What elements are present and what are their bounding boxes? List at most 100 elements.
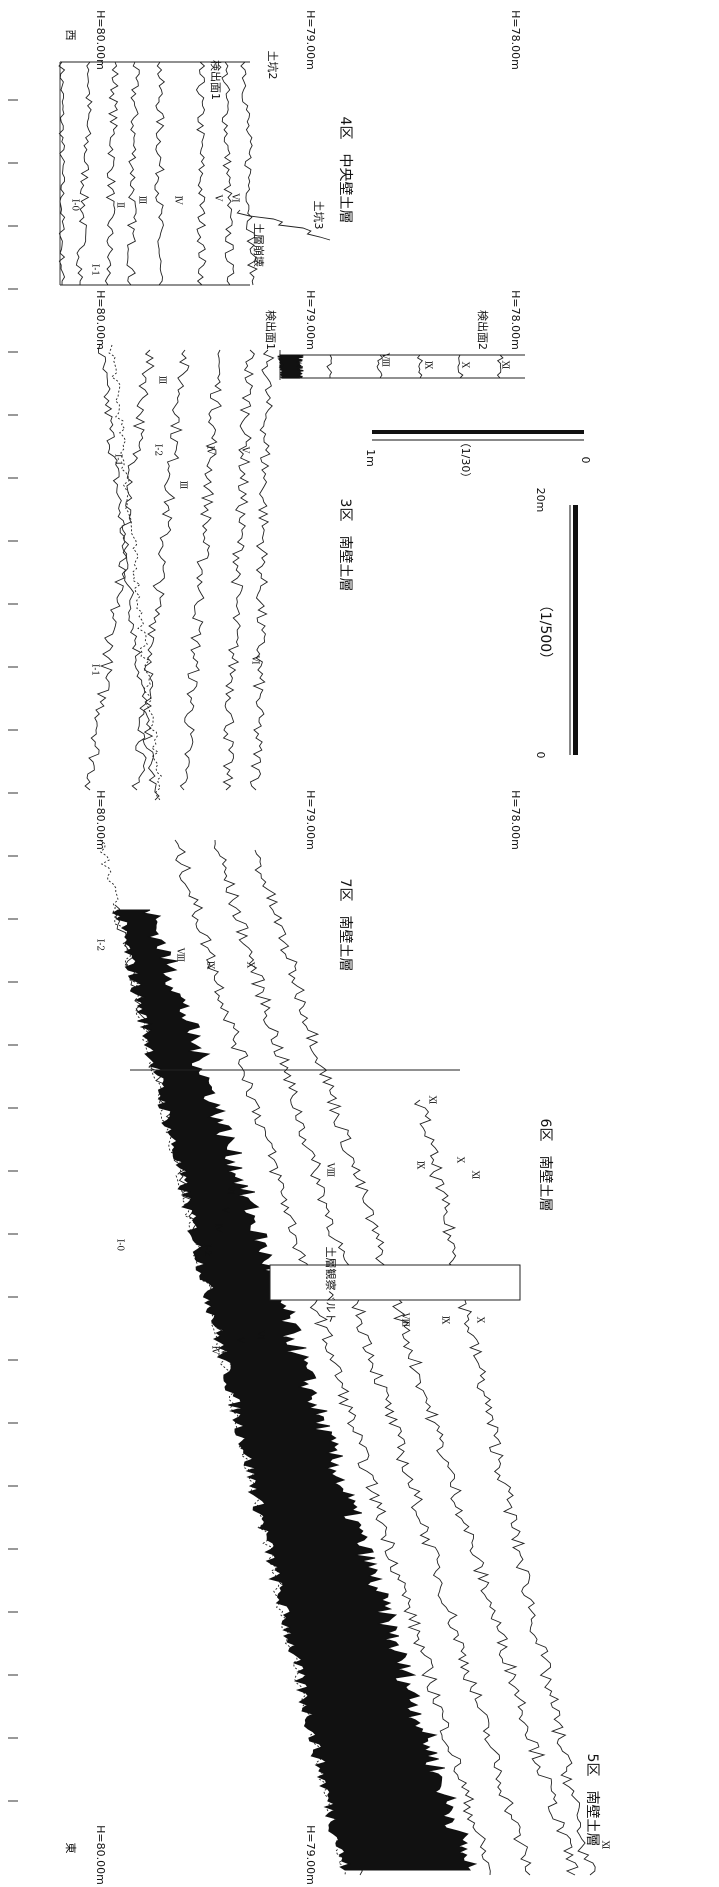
elevation-label: H=78.00m (509, 10, 522, 70)
layer-label: Ⅺ (500, 361, 510, 370)
layer-label: Ⅸ (415, 1161, 425, 1170)
feature-label: 検出面1 (264, 310, 278, 350)
layer-label: Ⅰ-2 (153, 444, 163, 456)
layer-label: Ⅷ (325, 1162, 335, 1177)
direction: 東 (64, 1843, 77, 1854)
scale-label: 20m (534, 488, 547, 513)
layer-label: Ⅰ-0 (115, 1239, 125, 1252)
layer-label: Ⅴ (213, 194, 223, 202)
scale-label: 0 (534, 752, 547, 759)
layer-label: Ⅹ (455, 1157, 465, 1164)
section-title: 5区 南壁土層 (584, 1754, 600, 1847)
profile-line (326, 354, 333, 379)
layer-label: Ⅺ (600, 1841, 610, 1850)
elevation-label: H=79.00m (304, 1825, 317, 1885)
layer-label: Ⅷ (175, 947, 185, 962)
elevation-label: H=80.00m (94, 1825, 107, 1885)
profile-line (84, 349, 155, 791)
layer-label: Ⅵ (230, 192, 240, 202)
layer-label: Ⅴ (235, 1336, 245, 1344)
profile-line (108, 344, 163, 801)
profile-line (104, 61, 119, 286)
elevation-label: H=78.00m (509, 790, 522, 850)
black-layer (111, 909, 478, 1871)
elevation-label: H=79.00m (304, 10, 317, 70)
layer-label: Ⅹ (245, 962, 255, 969)
profile-line (416, 354, 424, 379)
profile-line (249, 349, 275, 791)
layer-label: Ⅷ (380, 352, 390, 367)
layer-label: Ⅰ-1 (90, 264, 100, 276)
feature-label: 土坑3 (312, 201, 326, 230)
scale-label: 1m (364, 449, 377, 467)
layer-label: Ⅳ (173, 196, 183, 206)
profiles (8, 61, 596, 1876)
layer-label: Ⅺ (470, 1171, 480, 1180)
profile-line (131, 349, 190, 791)
scale-label: 0 (579, 457, 592, 464)
scale-label: （1/30） (459, 437, 472, 484)
profile-line (179, 349, 222, 791)
elevation-label: H=80.00m (94, 290, 107, 350)
section-title: 3区 南壁土層 (337, 499, 353, 592)
profile-line (58, 61, 66, 286)
elevation-label: H=78.00m (509, 290, 522, 350)
profile-line (195, 61, 207, 286)
profile-line (75, 61, 93, 286)
layer-label: Ⅺ (427, 1096, 437, 1105)
layer-label: Ⅸ (423, 361, 433, 370)
belt (269, 1264, 521, 1301)
layer-label: Ⅰ-2 (202, 1244, 212, 1256)
layer-label: Ⅳ (210, 1346, 220, 1356)
layer-label: Ⅰ-1 (113, 454, 123, 466)
profile-line (376, 354, 384, 379)
profile-line (457, 354, 464, 379)
layer-label: Ⅸ (205, 961, 215, 970)
layer-label: Ⅹ (460, 362, 470, 369)
layer-label: Ⅴ (220, 1206, 230, 1214)
scale-bar-500 (573, 505, 578, 755)
profile-line (174, 839, 491, 1876)
profile-line (213, 839, 532, 1876)
layer-label: Ⅵ (255, 1329, 265, 1339)
layer-label: Ⅲ (137, 196, 147, 205)
labels: 西東 H=80.00m H=79.00m H=78.00m H=80.00m H=79.0… (64, 10, 610, 1885)
elevation-label: H=79.00m (304, 290, 317, 350)
layer-label: Ⅵ (225, 1184, 235, 1194)
profile-line (126, 61, 140, 286)
layer-label: Ⅳ (205, 446, 215, 456)
layer-label: Ⅸ (440, 1316, 450, 1325)
layer-label: Ⅲ (157, 376, 167, 385)
profile-line (413, 1099, 596, 1876)
elevation-label: H=80.00m (94, 10, 107, 70)
profile-line (496, 354, 504, 379)
layer-label: Ⅰ-1 (90, 664, 100, 676)
feature-label: 土層観察ベルト (324, 1247, 338, 1324)
profile-line (221, 61, 235, 286)
elevation-label: H=80.00m (94, 790, 107, 850)
layer-label: Ⅲ (178, 481, 188, 490)
feature-label: 検出面1 (209, 60, 223, 100)
scale-bar-30 (372, 430, 584, 434)
layer-label: Ⅳ (213, 1224, 223, 1234)
profile-line (240, 61, 258, 286)
profile-line (222, 349, 255, 791)
section-title: 7区 南壁土層 (337, 879, 353, 972)
layer-label: Ⅰ-0 (70, 199, 80, 212)
scale-label: （1/500） (537, 598, 553, 666)
section-title: 6区 南壁土層 (537, 1119, 553, 1212)
layer-label: Ⅴ (240, 446, 250, 454)
profile-line (254, 849, 579, 1876)
feature-label: 検出面2 (476, 310, 490, 350)
profile-line (236, 209, 331, 241)
feature-label: 土坑2 (266, 51, 280, 80)
direction: 西 (64, 30, 77, 41)
feature-label: 土層崩壊 (252, 223, 266, 267)
elevation-label: H=79.00m (304, 790, 317, 850)
layer-label: Ⅰ-2 (95, 939, 105, 951)
layer-label: Ⅵ (250, 654, 260, 664)
layer-label: Ⅹ (475, 1317, 485, 1324)
section-title: 4区 中央壁土層 (337, 117, 353, 224)
profile-line (154, 61, 166, 286)
